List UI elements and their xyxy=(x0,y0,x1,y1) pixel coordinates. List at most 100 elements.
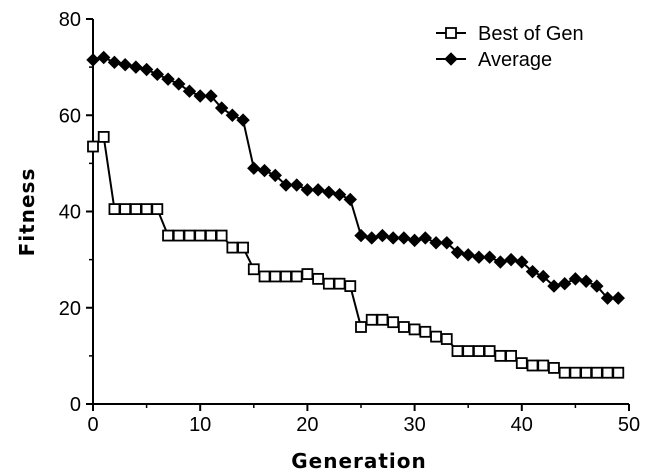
data-point xyxy=(193,89,207,103)
data-point xyxy=(247,263,260,276)
data-point xyxy=(365,313,378,326)
data-point xyxy=(376,313,389,326)
data-point xyxy=(354,228,368,243)
data-point xyxy=(430,330,442,343)
data-point xyxy=(440,333,453,345)
legend-marker xyxy=(445,27,457,39)
data-point xyxy=(451,345,464,357)
data-point xyxy=(547,279,561,293)
data-point xyxy=(482,250,497,264)
y-ticks: 0 20 40 60 80 xyxy=(59,9,93,416)
data-point xyxy=(86,53,100,67)
data-point xyxy=(269,270,282,283)
data-point xyxy=(344,280,357,292)
x-tick-label: 0 xyxy=(87,414,98,436)
data-point xyxy=(526,359,539,372)
data-point xyxy=(332,187,347,202)
data-point xyxy=(461,248,475,262)
data-point xyxy=(387,316,400,329)
data-point xyxy=(343,192,357,207)
data-point xyxy=(150,67,165,82)
y-axis-title: Fitness xyxy=(15,168,39,257)
data-point xyxy=(151,203,164,215)
data-point xyxy=(290,270,303,283)
data-point xyxy=(161,72,175,86)
data-point xyxy=(515,357,528,369)
data-point xyxy=(162,229,174,242)
y-tick-label: 60 xyxy=(59,105,81,127)
x-ticks: 0 10 20 30 40 50 xyxy=(87,404,640,436)
data-point xyxy=(407,233,422,248)
data-point xyxy=(493,255,508,269)
y-tick-label: 40 xyxy=(59,202,81,224)
data-point xyxy=(226,241,239,254)
data-point xyxy=(418,231,433,245)
data-point xyxy=(537,359,550,372)
x-tick-label: 50 xyxy=(618,414,640,436)
data-point xyxy=(580,366,593,379)
data-point xyxy=(611,291,625,305)
legend-entry: Best of Gen xyxy=(436,23,584,45)
data-point xyxy=(504,252,518,267)
data-point xyxy=(569,366,582,379)
data-point xyxy=(129,203,142,215)
data-point xyxy=(601,366,614,379)
data-point xyxy=(440,236,454,250)
data-point xyxy=(375,228,390,243)
data-point xyxy=(462,345,475,357)
y-tick-label: 0 xyxy=(70,394,81,416)
data-point xyxy=(247,161,261,175)
data-point xyxy=(579,274,593,288)
x-tick-label: 10 xyxy=(189,414,211,436)
data-point xyxy=(515,255,529,269)
x-tick-label: 30 xyxy=(403,414,425,436)
data-point xyxy=(107,55,122,70)
data-point xyxy=(311,183,325,197)
series-average xyxy=(86,50,625,305)
data-point xyxy=(472,250,486,264)
data-point xyxy=(473,345,485,357)
data-point xyxy=(483,345,496,357)
x-axis-title: Generation xyxy=(291,449,427,472)
axes xyxy=(92,19,629,405)
data-point xyxy=(568,272,583,286)
data-point xyxy=(505,349,517,362)
data-point xyxy=(280,270,292,283)
data-point xyxy=(494,349,507,362)
data-point xyxy=(225,108,240,122)
data-point xyxy=(268,168,282,183)
data-point xyxy=(119,203,132,215)
data-point xyxy=(300,183,315,197)
data-point xyxy=(97,50,111,65)
data-point xyxy=(558,366,571,379)
data-point xyxy=(590,366,603,379)
data-point xyxy=(236,113,250,127)
y-tick-label: 80 xyxy=(59,9,81,31)
data-point xyxy=(419,325,432,338)
data-point xyxy=(408,323,421,336)
data-point xyxy=(525,264,540,279)
data-point xyxy=(172,229,185,242)
data-point xyxy=(365,231,379,245)
legend-label: Best of Gen xyxy=(478,23,584,45)
data-point xyxy=(205,229,217,242)
data-point xyxy=(194,229,207,242)
data-point xyxy=(557,276,572,291)
data-point xyxy=(590,279,604,293)
data-point xyxy=(118,58,132,72)
data-point xyxy=(322,277,335,290)
data-point xyxy=(215,229,228,242)
data-point xyxy=(87,140,99,153)
series-best-of-gen xyxy=(87,131,625,379)
data-point xyxy=(97,131,110,143)
data-point xyxy=(139,62,154,77)
data-point xyxy=(237,241,249,254)
data-point xyxy=(536,269,550,284)
data-point xyxy=(258,270,271,283)
data-point xyxy=(333,277,346,290)
data-point xyxy=(182,84,197,98)
x-tick-label: 40 xyxy=(511,414,533,436)
legend: Best of Gen Average xyxy=(436,23,584,71)
data-point xyxy=(289,178,304,192)
